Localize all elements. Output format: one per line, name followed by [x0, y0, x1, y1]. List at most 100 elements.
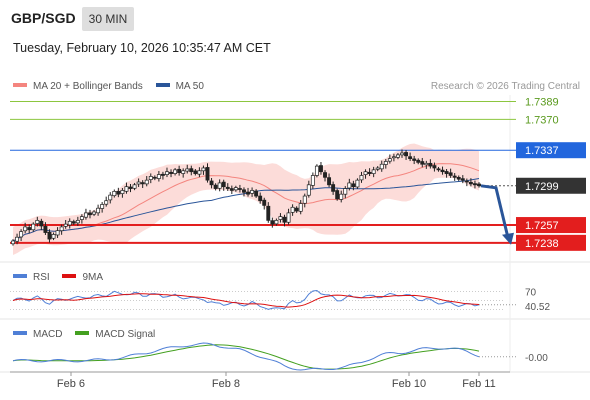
legend-macd-label: MACD: [33, 329, 63, 340]
candle: [383, 161, 388, 165]
candle: [367, 171, 372, 174]
forecast-arrowhead: [502, 232, 514, 245]
level-label: 1.7370: [525, 114, 559, 126]
symbol-title: GBP/SGD: [11, 10, 76, 26]
candle: [221, 181, 226, 188]
level-label: 1.7238: [525, 238, 559, 250]
candle: [39, 220, 44, 227]
candle: [327, 177, 332, 186]
rsi-value-label: 40.52: [525, 302, 550, 313]
candle: [79, 216, 84, 220]
candle: [83, 212, 88, 218]
rsi-ma-line: [12, 293, 480, 308]
candle: [468, 181, 473, 185]
candle: [104, 200, 109, 205]
candle: [169, 171, 173, 174]
candle: [75, 220, 80, 224]
candle: [440, 169, 445, 173]
candle: [116, 191, 121, 195]
candle: [59, 226, 64, 232]
candle: [278, 216, 283, 220]
candle: [140, 182, 145, 185]
candle: [306, 184, 311, 196]
candle: [160, 173, 165, 176]
timeframe-badge[interactable]: 30 MIN: [82, 7, 134, 31]
candle: [100, 204, 105, 209]
candle: [237, 188, 242, 190]
rsi-line: [12, 289, 480, 310]
candle: [290, 206, 295, 213]
candle: [132, 184, 137, 189]
legend-bollinger-label: MA 20 + Bollinger Bands: [33, 81, 143, 92]
candle: [47, 231, 52, 240]
candle: [387, 158, 392, 162]
macd-line: [12, 342, 480, 371]
candle: [314, 165, 319, 176]
ma50-line: [12, 178, 480, 242]
level-label: 1.7257: [525, 220, 559, 232]
candle: [108, 194, 113, 201]
candle: [428, 162, 433, 167]
candle: [258, 195, 263, 202]
x-tick-label: Feb 6: [57, 378, 85, 390]
candle: [217, 182, 222, 189]
candle: [298, 203, 303, 212]
price-label: 1.7299: [525, 181, 559, 193]
candle: [112, 191, 117, 197]
candle: [92, 211, 96, 215]
x-tick-label: Feb 10: [392, 378, 426, 390]
legend-price: MA 20 + Bollinger Bands MA 50: [13, 81, 204, 92]
candle: [331, 184, 336, 192]
candle: [282, 216, 287, 223]
level-label-box: [516, 234, 586, 251]
candle: [233, 187, 238, 191]
candle: [404, 152, 409, 157]
datetime-label: Tuesday, February 10, 2026 10:35:47 AM C…: [13, 41, 271, 55]
candle: [165, 171, 169, 175]
legend-ma50-label: MA 50: [175, 81, 204, 92]
level-label: 1.7337: [525, 145, 559, 157]
candle: [262, 199, 267, 206]
candle: [335, 190, 340, 200]
candle: [177, 168, 182, 174]
candle: [189, 168, 194, 173]
candle: [323, 172, 327, 178]
candle: [205, 167, 210, 181]
candle: [351, 183, 356, 188]
candle: [15, 236, 20, 242]
candle: [88, 212, 92, 216]
candle: [391, 156, 396, 159]
candle: [310, 175, 315, 186]
candle: [424, 162, 429, 166]
candle: [444, 171, 449, 174]
legend-macd: MACD MACD Signal: [13, 329, 155, 340]
candle: [363, 171, 368, 175]
candle: [250, 190, 255, 194]
candle: [213, 184, 218, 189]
candle: [347, 182, 352, 189]
candle: [242, 189, 246, 193]
candle: [193, 170, 198, 174]
candle: [173, 169, 178, 174]
candle: [23, 226, 28, 232]
candle: [448, 172, 453, 176]
candle: [436, 168, 441, 171]
rsi-swatch: [13, 274, 27, 279]
candle: [464, 180, 469, 183]
candle: [274, 220, 279, 225]
candle: [460, 178, 465, 181]
macd-value-label: -0.00: [525, 353, 548, 364]
x-tick-label: Feb 11: [462, 378, 495, 390]
candle: [355, 179, 360, 188]
candle: [412, 158, 417, 161]
candle: [339, 193, 344, 200]
x-tick-label: Feb 8: [212, 378, 240, 390]
candle: [124, 186, 129, 192]
bollinger-swatch: [13, 83, 27, 88]
candle: [225, 186, 230, 189]
rsi-ma-swatch: [62, 274, 77, 279]
candle: [144, 179, 149, 185]
candle: [96, 207, 101, 214]
legend-macd-signal-label: MACD Signal: [95, 329, 156, 340]
